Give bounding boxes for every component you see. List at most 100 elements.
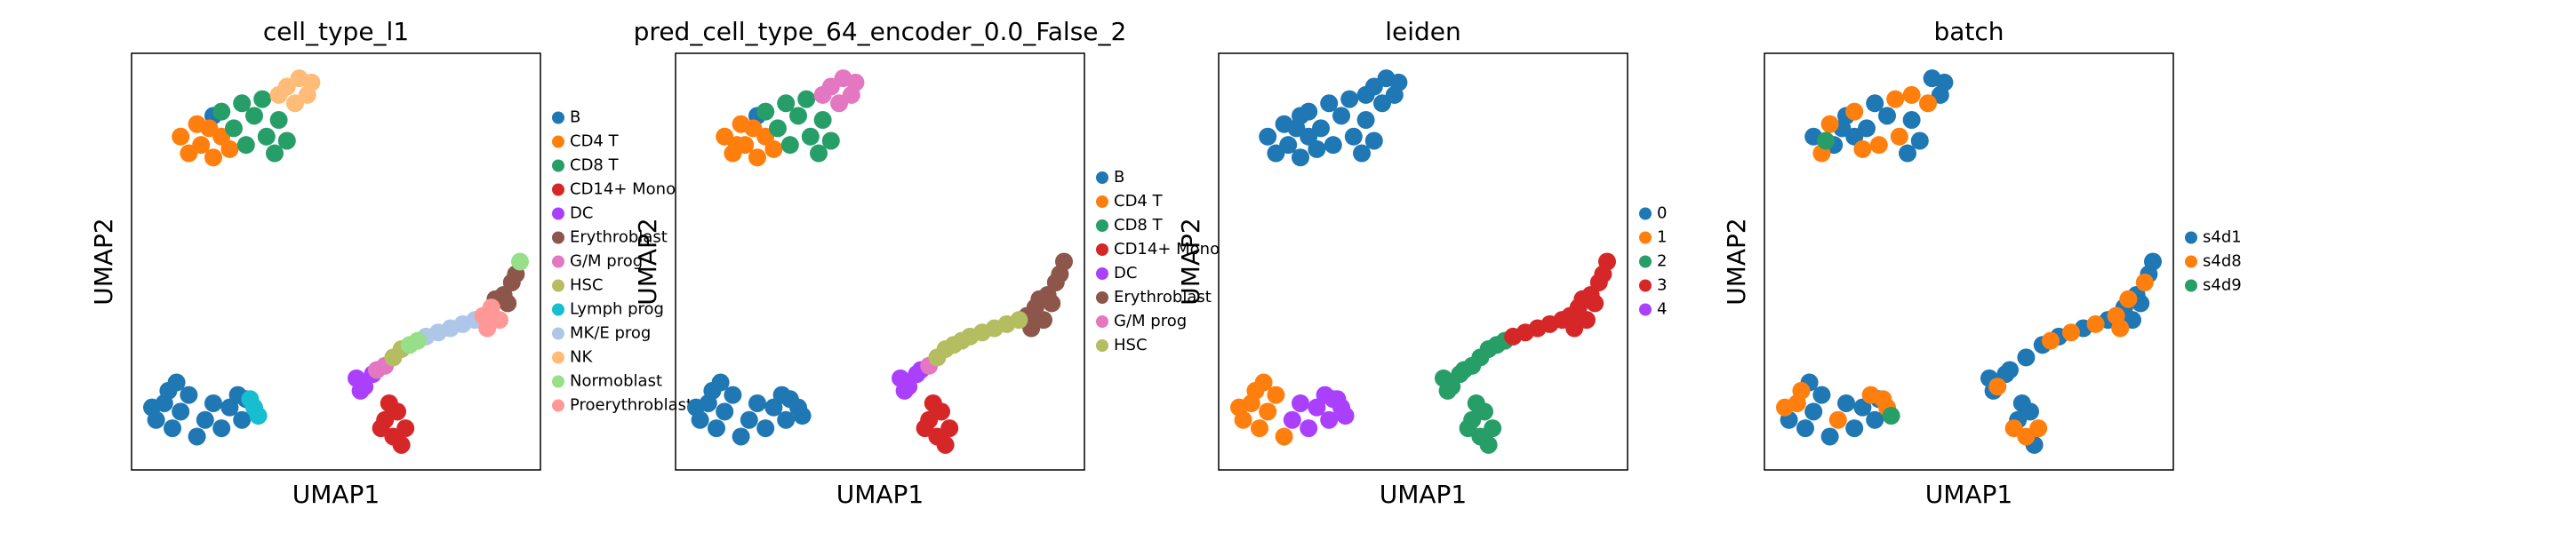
point xyxy=(732,427,750,446)
legend-marker xyxy=(552,279,564,292)
point xyxy=(1251,419,1268,438)
legend-label: 4 xyxy=(1657,300,1667,319)
point xyxy=(409,331,427,350)
point xyxy=(1292,394,1309,412)
point xyxy=(249,407,268,426)
legend-label: G/M prog xyxy=(570,252,643,271)
x-axis-label: UMAP1 xyxy=(836,480,924,509)
point xyxy=(1899,144,1916,163)
point xyxy=(236,136,255,155)
point xyxy=(1866,94,1884,113)
point xyxy=(793,407,812,426)
point xyxy=(1279,136,1298,155)
legend-marker xyxy=(552,111,564,124)
point xyxy=(192,136,211,155)
legend-label: CD4 T xyxy=(1114,192,1164,211)
point xyxy=(1300,419,1318,438)
point xyxy=(253,90,272,108)
point xyxy=(1275,427,1293,446)
legend-label: DC xyxy=(570,204,593,223)
point xyxy=(245,107,263,125)
point xyxy=(2012,394,2031,412)
point xyxy=(1259,402,1277,421)
legend-label: CD14+ Mono xyxy=(570,180,676,199)
legend-marker xyxy=(1096,219,1108,232)
point xyxy=(728,136,746,155)
point xyxy=(1796,419,1814,438)
point xyxy=(1484,419,1502,438)
point xyxy=(286,94,304,113)
axes-frame xyxy=(131,52,541,471)
point xyxy=(396,419,415,438)
legend-label: s4d8 xyxy=(2203,252,2242,271)
legend-label: HSC xyxy=(1114,336,1148,354)
point xyxy=(164,419,181,438)
point xyxy=(1988,378,2007,396)
point xyxy=(1340,90,1359,108)
legend-label: 0 xyxy=(1657,204,1667,223)
point xyxy=(1902,111,1921,130)
panel: leiden UMAP1 UMAP2 0 1 2 3 4 xyxy=(1176,17,1667,509)
legend-marker xyxy=(1639,207,1652,220)
legend-label: 3 xyxy=(1657,276,1667,295)
point xyxy=(233,94,252,113)
point xyxy=(1459,419,1477,438)
axes-frame xyxy=(1764,52,2174,471)
point xyxy=(1573,290,1592,308)
point xyxy=(1820,115,1839,133)
point xyxy=(478,319,497,338)
x-axis-label: UMAP1 xyxy=(1925,480,2013,509)
point xyxy=(1010,311,1028,330)
point xyxy=(708,419,725,438)
panel-title: leiden xyxy=(1385,17,1461,46)
point xyxy=(1230,398,1248,417)
points xyxy=(687,69,1073,454)
point xyxy=(777,410,796,429)
point xyxy=(789,107,807,125)
point xyxy=(711,373,730,392)
point xyxy=(380,394,398,412)
legend-label: Erythroblast xyxy=(570,228,668,247)
legend-marker xyxy=(552,255,564,268)
point xyxy=(1467,394,1485,412)
point xyxy=(724,386,742,404)
point xyxy=(1055,252,1073,271)
point xyxy=(167,373,186,392)
point xyxy=(1812,386,1831,404)
point xyxy=(895,381,914,400)
x-axis-label: UMAP1 xyxy=(1380,480,1468,509)
point xyxy=(830,94,848,113)
legend-marker xyxy=(552,375,564,388)
point xyxy=(2144,252,2162,271)
y-axis-label: UMAP2 xyxy=(89,218,118,306)
legend-label: s4d1 xyxy=(2203,228,2242,247)
point xyxy=(1356,85,1375,104)
legend-label: G/M prog xyxy=(1114,312,1187,330)
legend-marker xyxy=(552,135,564,148)
points xyxy=(1776,69,2162,454)
legend-label: s4d9 xyxy=(2203,276,2242,295)
point xyxy=(1389,73,1408,91)
y-axis-label: UMAP2 xyxy=(1176,218,1205,306)
point xyxy=(241,390,260,409)
point xyxy=(1890,127,1908,146)
legend-label: Proerythroblast xyxy=(570,396,692,415)
point xyxy=(769,119,787,138)
point xyxy=(1292,148,1309,167)
legend-label: CD4 T xyxy=(570,132,620,151)
point xyxy=(1882,407,1900,426)
legend-label: CD8 T xyxy=(570,156,620,175)
point xyxy=(1300,102,1318,121)
point xyxy=(1845,102,1864,121)
point xyxy=(1845,419,1864,438)
point xyxy=(351,381,370,400)
point xyxy=(764,139,783,158)
point xyxy=(1344,127,1363,146)
legend-label: DC xyxy=(1114,264,1137,282)
point xyxy=(924,394,942,412)
point xyxy=(266,144,284,163)
point xyxy=(180,386,198,404)
point xyxy=(1353,144,1371,163)
point xyxy=(756,102,775,121)
